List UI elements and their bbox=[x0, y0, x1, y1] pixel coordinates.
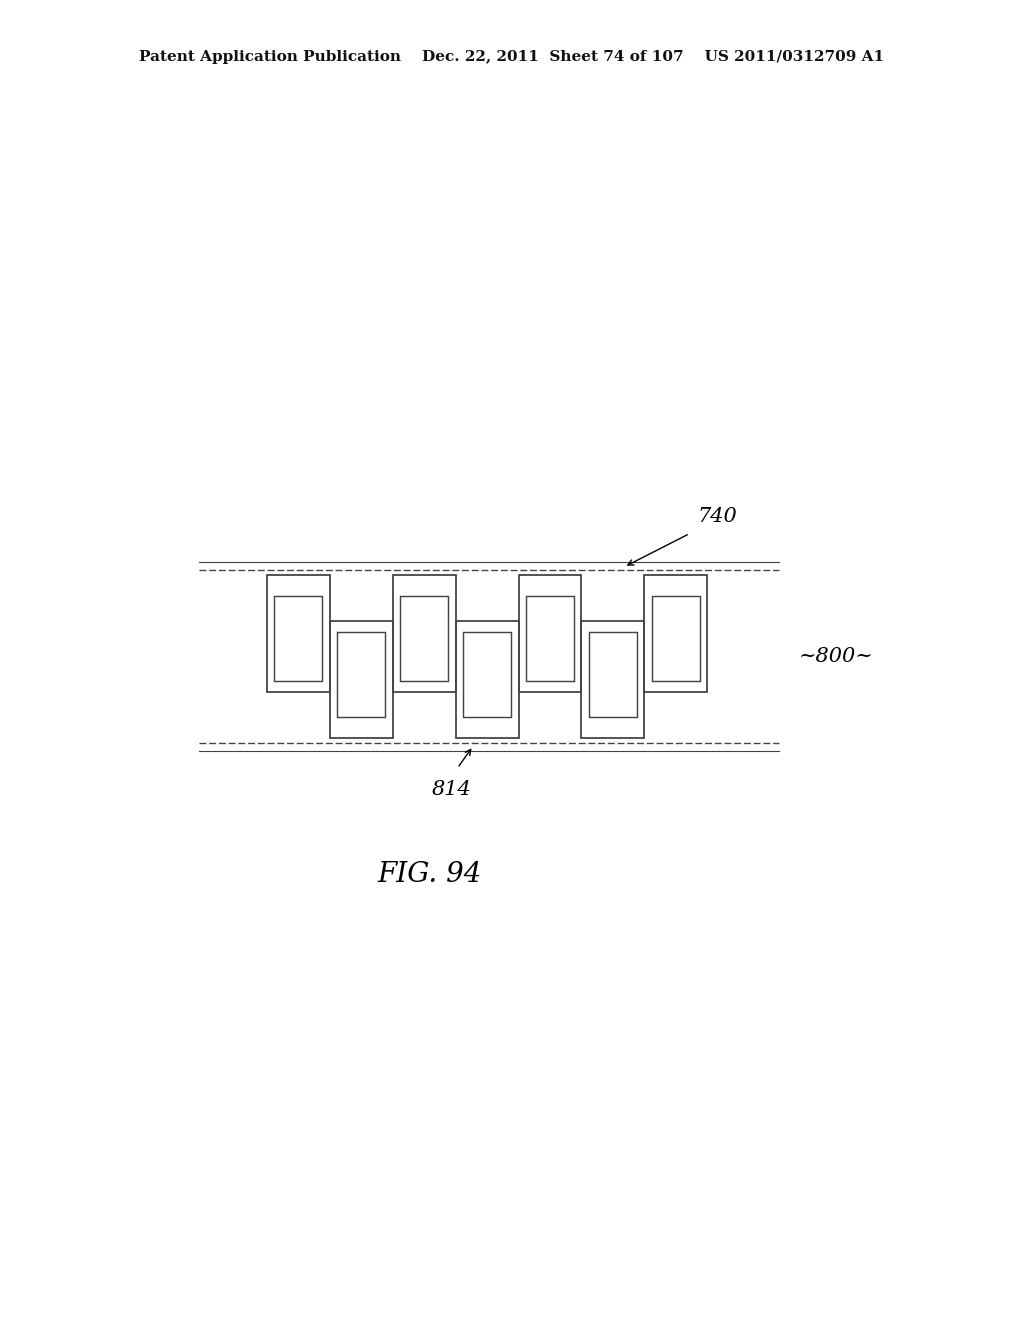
Bar bbox=[518, 576, 582, 692]
Bar bbox=[330, 620, 393, 738]
Text: 814: 814 bbox=[432, 780, 472, 800]
Bar bbox=[463, 632, 511, 717]
Bar bbox=[582, 620, 644, 738]
Bar bbox=[589, 632, 637, 717]
Bar bbox=[400, 597, 449, 681]
Text: 740: 740 bbox=[697, 507, 737, 527]
Text: FIG. 94: FIG. 94 bbox=[378, 862, 481, 888]
Bar bbox=[267, 576, 330, 692]
Bar bbox=[526, 597, 573, 681]
Text: ~800~: ~800~ bbox=[799, 647, 873, 665]
Bar bbox=[337, 632, 385, 717]
Bar bbox=[456, 620, 518, 738]
Bar bbox=[652, 597, 699, 681]
Bar bbox=[274, 597, 323, 681]
Text: Patent Application Publication    Dec. 22, 2011  Sheet 74 of 107    US 2011/0312: Patent Application Publication Dec. 22, … bbox=[139, 50, 885, 63]
Bar bbox=[644, 576, 708, 692]
Bar bbox=[393, 576, 456, 692]
